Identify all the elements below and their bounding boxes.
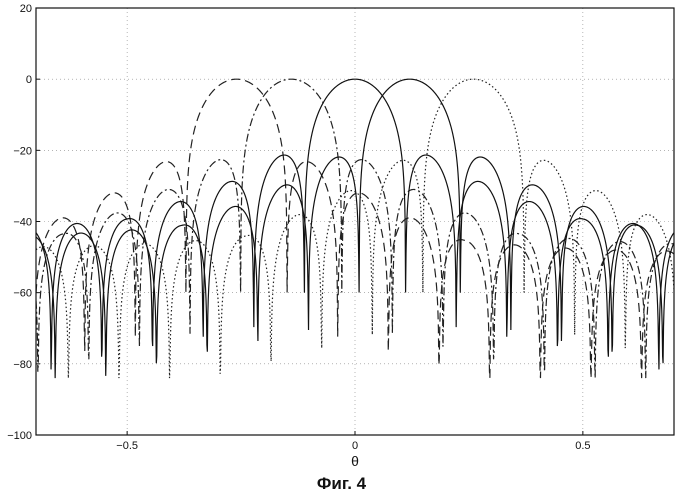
grid [36, 8, 674, 435]
x-tick-label: 0 [352, 440, 358, 452]
y-tick-label: −20 [13, 145, 32, 157]
y-axis: 20 0 −20 −40 −60 −80 −100 [7, 3, 40, 442]
figure-caption: Фиг. 4 [0, 474, 683, 494]
y-tick-label: −100 [7, 430, 32, 442]
y-tick-label: −40 [13, 217, 32, 229]
x-axis-label: θ [351, 453, 359, 469]
x-tick-label: 0.5 [575, 440, 590, 452]
y-tick-label: 20 [20, 3, 32, 15]
y-tick-label: −60 [13, 288, 32, 300]
y-tick-label: 0 [26, 74, 32, 86]
x-tick-label: −0.5 [116, 440, 138, 452]
x-axis: −0.5 0 0.5 [116, 431, 590, 452]
y-tick-label: −80 [13, 359, 32, 371]
